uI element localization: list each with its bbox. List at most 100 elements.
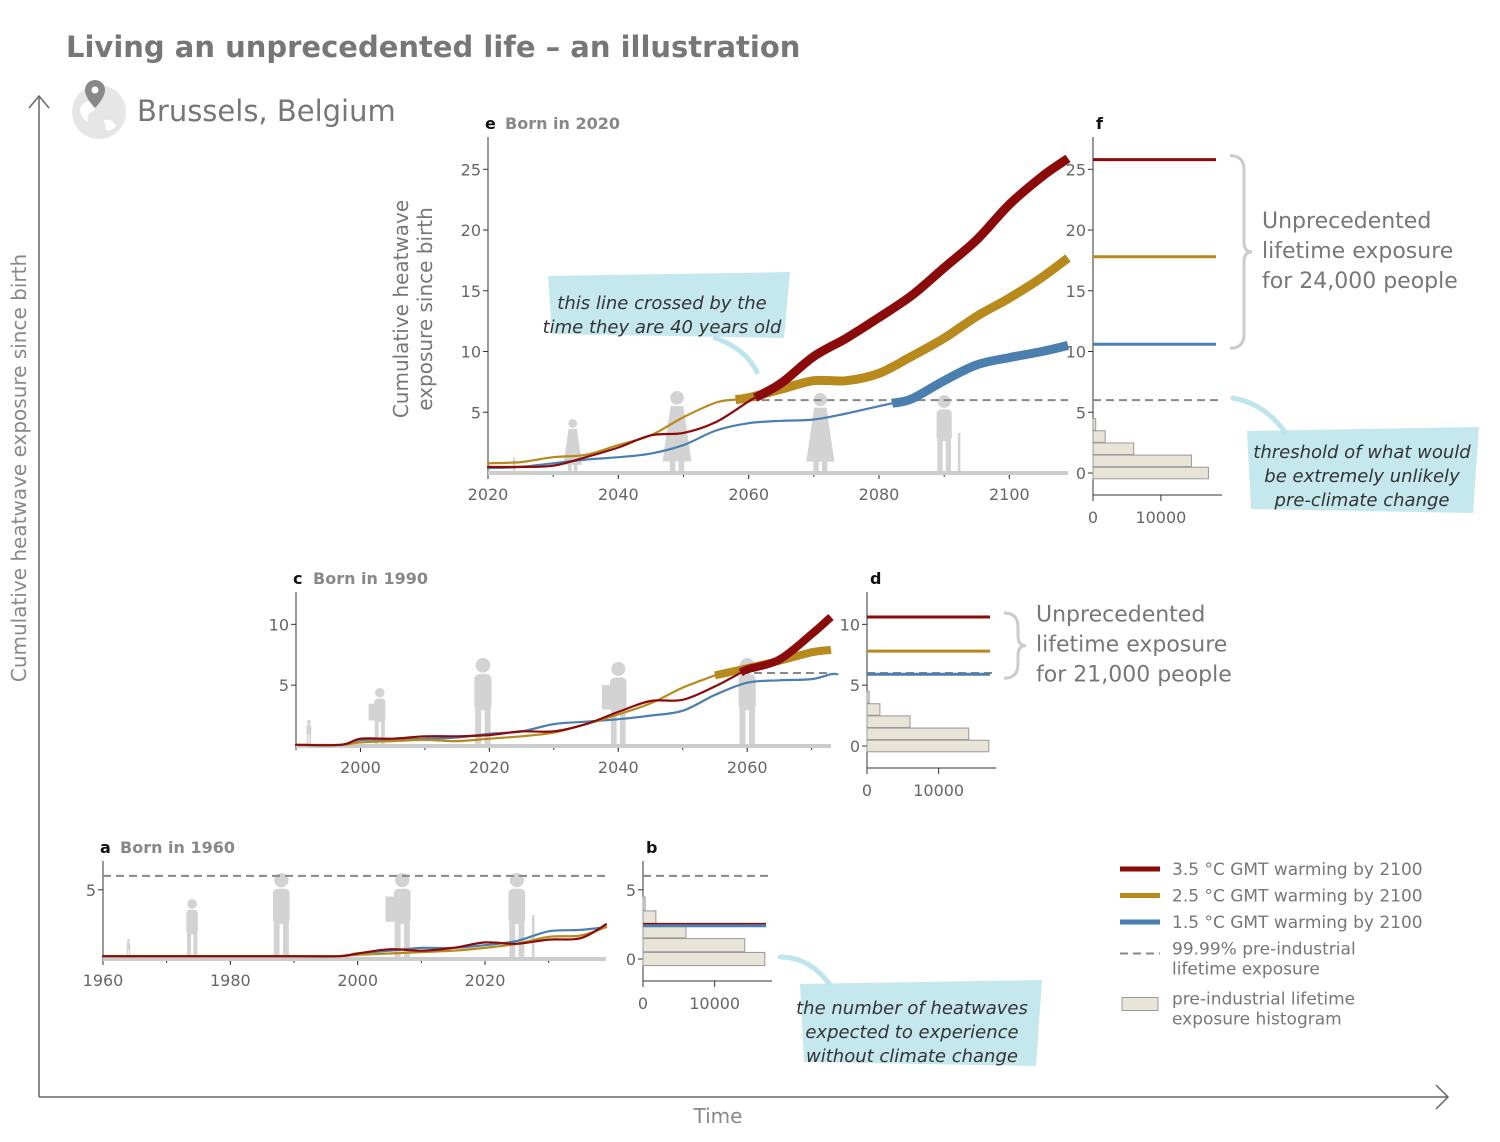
panel-e: e Born in 2020 5 10 15 20 25 2020 2040 2060 2080 21… bbox=[389, 114, 1071, 504]
legend-label: pre-industrial lifetime exposure histogra… bbox=[1172, 990, 1355, 1030]
y-tick-label: 5 bbox=[471, 403, 481, 422]
histogram-bar bbox=[866, 691, 870, 704]
panel-letter: d bbox=[870, 569, 881, 588]
unprecedented-annotation: Unprecedented lifetime exposure for 24,000… bbox=[1262, 209, 1458, 294]
callout-text: the number of heatwaves expected to exper… bbox=[796, 998, 1028, 1067]
y-tick-label: 10 bbox=[840, 615, 860, 634]
y-axis-label: Cumulative heatwave exposure since birth bbox=[7, 254, 31, 682]
legend-swatch bbox=[1121, 997, 1159, 1011]
y-tick-label: 20 bbox=[461, 221, 481, 240]
callout-40: this line crossed by the time they are 40… bbox=[543, 272, 790, 375]
y-tick-label: 0 bbox=[850, 737, 860, 756]
legend-item-s25: 2.5 °C GMT warming by 2100 bbox=[1120, 887, 1423, 907]
panel-y-label: Cumulative heatwaveexposure since birth bbox=[389, 200, 437, 418]
x-tick-label: 2060 bbox=[727, 758, 768, 777]
panel-a: a Born in 1960 5 1960 1980 2000 2020 bbox=[83, 838, 608, 990]
person-silhouette-icon bbox=[662, 391, 692, 471]
y-tick-label: 5 bbox=[1076, 403, 1086, 422]
panel-letter: e bbox=[485, 114, 496, 133]
x-tick-label: 2000 bbox=[337, 971, 378, 990]
person-silhouette-icon bbox=[126, 939, 131, 957]
panel-letter: f bbox=[1096, 114, 1104, 133]
person-silhouette-icon bbox=[601, 662, 627, 744]
series-line-s15 bbox=[294, 672, 839, 747]
x-tick-label: 1980 bbox=[210, 971, 251, 990]
histogram-bar bbox=[866, 703, 881, 716]
panel-letter: a bbox=[100, 838, 111, 857]
histogram-bar bbox=[866, 727, 970, 741]
page-title: Living an unprecedented life – an illust… bbox=[66, 30, 801, 64]
panel-f: f 0 5 10 15 20 25 0 10000 Unprecedented lifetime e… bbox=[1066, 114, 1458, 527]
legend-item-s15: 1.5 °C GMT warming by 2100 bbox=[1120, 913, 1423, 933]
histogram-bar bbox=[642, 951, 766, 967]
legend-label: 2.5 °C GMT warming by 2100 bbox=[1172, 887, 1423, 907]
legend-item-hist: pre-industrial lifetime exposure histogra… bbox=[1121, 990, 1355, 1030]
x-tick-label: 10000 bbox=[689, 994, 740, 1013]
person-silhouette-icon bbox=[306, 720, 312, 744]
callout-arrow-icon bbox=[777, 954, 833, 988]
x-tick-label: 0 bbox=[862, 781, 872, 800]
panel-title: Born in 1990 bbox=[313, 569, 428, 588]
series-line-s35 bbox=[101, 923, 608, 958]
x-tick-label: 0 bbox=[1088, 508, 1098, 527]
x-tick-label: 2000 bbox=[340, 758, 381, 777]
y-tick-label: 5 bbox=[86, 881, 96, 900]
legend: 3.5 °C GMT warming by 2100 2.5 °C GMT war… bbox=[1120, 860, 1423, 1030]
panel-title: Born in 1960 bbox=[120, 838, 235, 857]
x-tick-label: 2040 bbox=[598, 485, 639, 504]
person-silhouette-icon bbox=[936, 395, 961, 471]
series-line-thick-s15 bbox=[890, 341, 1070, 408]
callout-text: threshold of what would be extremely unli… bbox=[1253, 442, 1471, 511]
panel-d: d 0 5 10 0 10000 Unprecedented lifetime exposur… bbox=[840, 569, 1232, 800]
callout-highlight bbox=[548, 272, 790, 338]
y-tick-label: 15 bbox=[1066, 282, 1086, 301]
legend-item-threshold: 99.99% pre-industrial lifetime exposure bbox=[1120, 940, 1356, 980]
histogram-bar bbox=[1092, 466, 1209, 480]
panel-title: Born in 2020 bbox=[505, 114, 620, 133]
x-tick-label: 2020 bbox=[465, 971, 506, 990]
y-tick-label: 5 bbox=[850, 676, 860, 695]
panel-b: b 0 5 0 10000 bbox=[626, 838, 772, 1013]
x-tick-label: 2100 bbox=[989, 485, 1030, 504]
y-tick-label: 25 bbox=[1066, 160, 1086, 179]
histogram-bar bbox=[866, 739, 990, 753]
callout-arrow-icon bbox=[1230, 395, 1288, 435]
person-silhouette-icon bbox=[368, 688, 386, 744]
histogram-bar bbox=[866, 715, 911, 728]
person-silhouette-icon bbox=[272, 873, 290, 957]
y-tick-label: 10 bbox=[269, 615, 289, 634]
x-tick-label: 10000 bbox=[1135, 508, 1186, 527]
person-silhouette-icon bbox=[806, 393, 835, 471]
brace bbox=[1229, 154, 1253, 350]
person-silhouette-icon bbox=[186, 899, 198, 957]
y-tick-label: 0 bbox=[1076, 464, 1086, 483]
globe-pin-icon bbox=[72, 80, 126, 139]
panel-letter: c bbox=[293, 569, 302, 588]
x-tick-label: 2060 bbox=[728, 485, 769, 504]
series-line-s25 bbox=[294, 674, 717, 747]
series-line-s35 bbox=[486, 396, 757, 469]
x-tick-label: 1960 bbox=[83, 971, 124, 990]
histogram-bar bbox=[1092, 430, 1106, 443]
series-line-thick-s35 bbox=[738, 614, 834, 677]
series-line-s15 bbox=[486, 402, 894, 470]
legend-label: 99.99% pre-industrial lifetime exposure bbox=[1172, 940, 1356, 980]
y-tick-label: 25 bbox=[461, 160, 481, 179]
series-line-s35 bbox=[294, 671, 742, 747]
histogram-bar bbox=[1092, 442, 1135, 455]
main-axes bbox=[28, 94, 1450, 1110]
x-tick-label: 10000 bbox=[913, 781, 964, 800]
x-tick-label: 2020 bbox=[469, 758, 510, 777]
panel-letter: b bbox=[646, 838, 657, 857]
legend-label: 1.5 °C GMT warming by 2100 bbox=[1172, 913, 1423, 933]
x-axis-label: Time bbox=[693, 1104, 743, 1128]
y-tick-label: 0 bbox=[626, 950, 636, 969]
histogram-bar bbox=[1092, 418, 1097, 431]
callout-threshold: threshold of what would be extremely unli… bbox=[1230, 395, 1479, 513]
series-line-s25 bbox=[486, 398, 737, 465]
x-tick-label: 2080 bbox=[859, 485, 900, 504]
y-tick-label: 10 bbox=[1066, 343, 1086, 362]
histogram-bar bbox=[642, 938, 746, 953]
location-label: Brussels, Belgium bbox=[137, 94, 396, 128]
